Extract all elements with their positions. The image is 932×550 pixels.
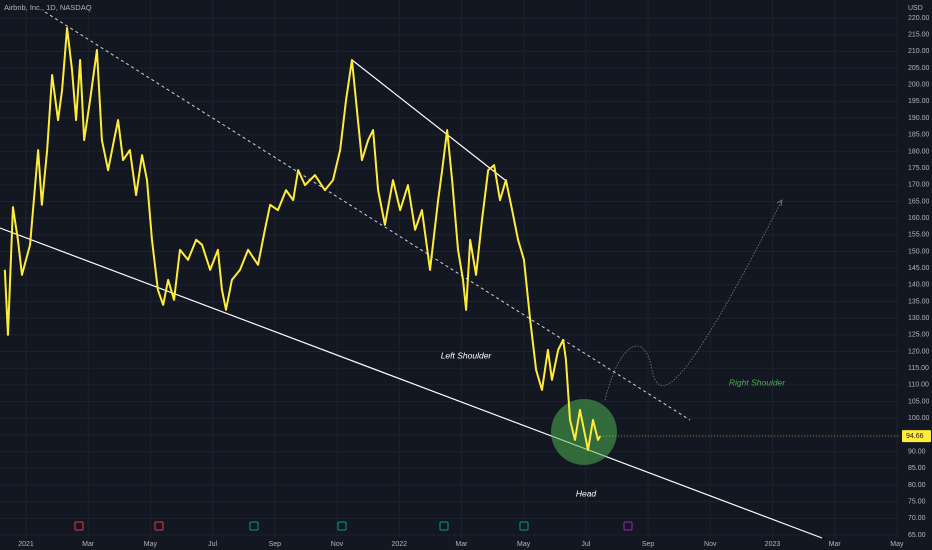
x-tick-label: Mar: [829, 541, 842, 548]
x-tick-label: May: [517, 541, 531, 548]
y-tick-label: 190.00: [908, 115, 930, 122]
y-tick-label: 180.00: [908, 148, 930, 155]
y-tick-label: 145.00: [908, 265, 930, 272]
y-tick-label: 100.00: [908, 415, 930, 422]
y-tick-label: 155.00: [908, 232, 930, 239]
arrowhead: [776, 199, 783, 207]
event-markers: [74, 521, 633, 531]
y-tick-label: 215.00: [908, 32, 930, 39]
x-tick-label: Jul: [208, 541, 217, 548]
y-tick-label: 115.00: [908, 365, 929, 372]
y-tick-label: 195.00: [908, 98, 930, 105]
y-tick-label: 80.00: [908, 482, 926, 489]
x-tick-label: Jul: [581, 541, 590, 548]
y-tick-label: 175.00: [908, 165, 930, 172]
x-tick-label: May: [144, 541, 158, 548]
event-marker: [154, 521, 164, 531]
event-marker: [249, 521, 259, 531]
y-tick-label: 150.00: [908, 248, 930, 255]
x-tick-label: 2022: [391, 541, 407, 548]
y-tick-label: 135.00: [908, 298, 930, 305]
price-line: [3, 27, 602, 451]
y-tick-label: 65.00: [908, 532, 926, 539]
axis-panel: [900, 0, 932, 550]
event-marker: [623, 521, 633, 531]
event-marker: [337, 521, 347, 531]
y-tick-label: 170.00: [908, 182, 930, 189]
x-tick-label: Nov: [331, 541, 344, 548]
event-marker: [439, 521, 449, 531]
chart-title: Airbnb, Inc., 1D, NASDAQ: [4, 3, 92, 12]
y-tick-label: 125.00: [908, 332, 930, 339]
trendline: [44, 11, 691, 421]
x-tick-label: 2021: [18, 541, 34, 548]
y-tick-label: 165.00: [908, 198, 930, 205]
y-tick-label: 140.00: [908, 282, 930, 289]
y-tick-label: 200.00: [908, 82, 930, 89]
annotation: Left Shoulder: [441, 350, 493, 360]
y-tick-label: 205.00: [908, 65, 930, 72]
annotation: Right Shoulder: [729, 377, 786, 387]
x-tick-label: 2023: [765, 541, 781, 548]
annotation: Head: [576, 488, 597, 498]
event-marker: [519, 521, 529, 531]
y-tick-label: 105.00: [908, 398, 930, 405]
trendline: [351, 59, 506, 181]
y-tick-label: 160.00: [908, 215, 930, 222]
last-price-label: 94.66: [906, 433, 924, 440]
y-tick-label: 185.00: [908, 132, 930, 139]
y-tick-label: 120.00: [908, 348, 930, 355]
y-tick-label: 130.00: [908, 315, 930, 322]
x-tick-label: Sep: [269, 541, 282, 548]
x-tick-label: Nov: [704, 541, 717, 548]
y-tick-label: 110.00: [908, 382, 929, 389]
y-axis-label: USD: [908, 5, 923, 12]
y-tick-label: 210.00: [908, 48, 930, 55]
y-tick-label: 220.00: [908, 15, 930, 22]
y-tick-label: 70.00: [908, 515, 926, 522]
y-tick-label: 75.00: [908, 498, 926, 505]
x-tick-label: May: [890, 541, 904, 548]
y-tick-label: 90.00: [908, 448, 926, 455]
last-price-badge: [902, 430, 931, 443]
event-marker: [74, 521, 84, 531]
x-tick-label: Mar: [82, 541, 95, 548]
x-tick-label: Sep: [642, 541, 655, 548]
plot: [3, 27, 900, 451]
x-tick-label: Mar: [455, 541, 468, 548]
time-axis-panel: [0, 538, 932, 550]
y-tick-label: 85.00: [908, 465, 926, 472]
trendline: [0, 227, 823, 539]
